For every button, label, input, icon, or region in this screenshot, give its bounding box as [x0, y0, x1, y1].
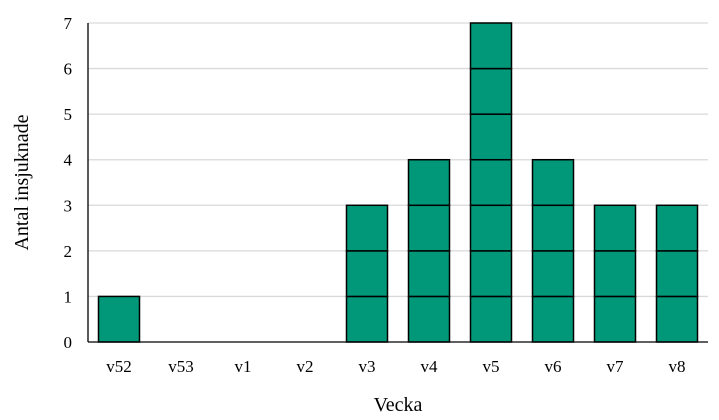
- x-tick-labels: v52 v53 v1 v2 v3 v4 v5 v6 v7 v8: [106, 357, 685, 376]
- y-tick-label: 3: [64, 196, 73, 215]
- bar-v7-unit-1: [593, 295, 637, 343]
- bar-v4-unit-1: [407, 295, 451, 343]
- x-tick-label: v8: [669, 357, 686, 376]
- bar-v52-unit-1: [97, 295, 141, 343]
- bar-v6-unit-3: [531, 204, 575, 252]
- y-tick-label: 6: [64, 60, 73, 79]
- x-tick-label: v5: [483, 357, 500, 376]
- bars: [97, 22, 699, 343]
- x-tick-label: v7: [607, 357, 625, 376]
- bar-v6-unit-2: [531, 250, 575, 298]
- bar-v6-unit-4: [531, 158, 575, 207]
- bar-v5-unit-5: [469, 113, 513, 161]
- bar-v3-unit-3: [345, 204, 389, 252]
- y-axis-title: Antal insjuknade: [11, 114, 33, 250]
- bar-v5-unit-6: [469, 67, 513, 115]
- y-tick-labels: 0 1 2 3 4 5 6 7: [64, 14, 73, 352]
- x-tick-label: v3: [359, 357, 376, 376]
- y-tick-label: 4: [64, 151, 73, 170]
- y-tick-label: 0: [64, 333, 73, 352]
- y-tick-label: 7: [64, 14, 73, 33]
- bar-v8-unit-2: [655, 250, 699, 298]
- x-tick-label: v6: [545, 357, 562, 376]
- x-tick-label: v4: [421, 357, 439, 376]
- bar-v6-unit-1: [531, 295, 575, 343]
- x-tick-label: v2: [297, 357, 314, 376]
- bar-v7-unit-2: [593, 250, 637, 298]
- bar-v8-unit-1: [655, 295, 699, 343]
- bar-v7-unit-3: [593, 204, 637, 252]
- y-tick-label: 2: [64, 242, 73, 261]
- bar-v4-unit-4: [407, 158, 451, 207]
- axes: [87, 23, 708, 343]
- x-axis-title: Vecka: [374, 394, 423, 416]
- bar-v4-unit-3: [407, 204, 451, 252]
- bar-v8-unit-3: [655, 204, 699, 252]
- bar-v4-unit-2: [407, 250, 451, 298]
- bar-v3-unit-2: [345, 250, 389, 298]
- bar-v5-unit-4: [469, 158, 513, 207]
- bar-v5-unit-3: [469, 204, 513, 252]
- y-tick-label: 5: [64, 105, 73, 124]
- x-tick-label: v1: [235, 357, 252, 376]
- x-tick-label: v53: [168, 357, 194, 376]
- bar-v5-unit-1: [469, 295, 513, 343]
- x-tick-label: v52: [106, 357, 132, 376]
- bar-v3-unit-1: [345, 295, 389, 343]
- gridlines: [88, 22, 708, 298]
- bar-v5-unit-7: [469, 22, 513, 70]
- y-tick-label: 1: [64, 287, 73, 306]
- bar-v5-unit-2: [469, 250, 513, 298]
